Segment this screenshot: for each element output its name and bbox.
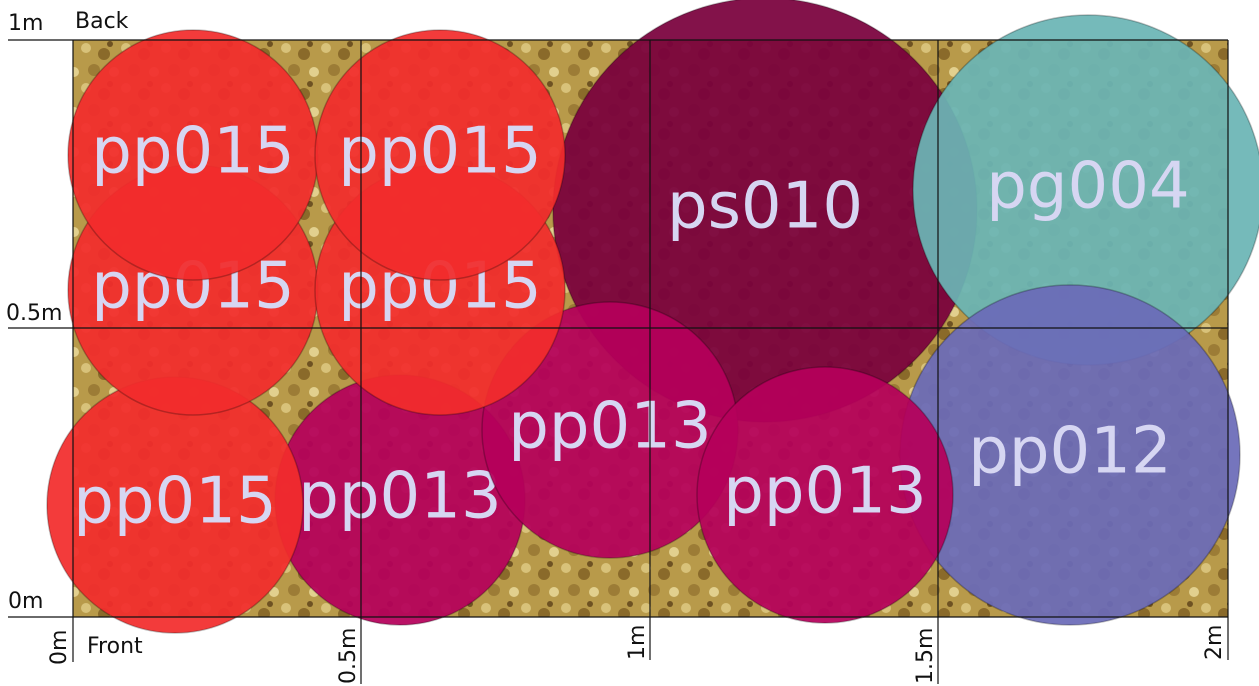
grid [8, 39, 1229, 684]
y-axis-label: 1m [8, 11, 43, 36]
plant-label: ps010 [667, 170, 863, 244]
plant-label: pg004 [986, 150, 1189, 224]
plant-label: pp013 [723, 455, 926, 529]
plant: pp015 [46, 376, 304, 634]
plant: pp015 [314, 29, 566, 281]
x-axis-label: 0.5m [336, 628, 361, 684]
plant-circle [696, 366, 954, 624]
x-axis-label: 1.5m [913, 628, 938, 684]
plant-label: pp013 [298, 460, 501, 534]
y-axis-label: 0.5m [6, 301, 62, 326]
plant-label: pp015 [73, 465, 276, 539]
plant: pp015 [67, 29, 319, 281]
x-axis-label: 2m [1202, 625, 1227, 660]
x-axis-label: 0m [47, 630, 72, 665]
plant-label: pp015 [338, 115, 541, 189]
back-label: Back [75, 9, 129, 34]
x-axis-label: 1m [625, 625, 650, 660]
plant: pp013 [274, 374, 526, 626]
plant: pp013 [481, 301, 739, 559]
plant-label: pp013 [508, 390, 711, 464]
front-label: Front [87, 634, 143, 659]
plant-label: pp015 [91, 115, 294, 189]
plant: pp013 [696, 366, 954, 624]
plant-label: pp012 [968, 415, 1171, 489]
y-axis-label: 0m [8, 589, 43, 614]
plant: pp012 [899, 284, 1241, 626]
plant-circle [314, 29, 566, 281]
